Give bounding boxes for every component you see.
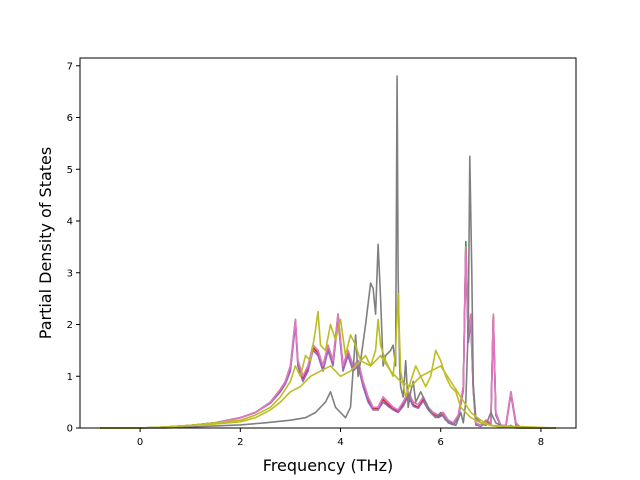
y-tick-label-2: 2 — [67, 320, 73, 331]
plot-frame — [79, 57, 577, 429]
series-line-6 — [100, 354, 557, 429]
series-line-5 — [100, 292, 556, 429]
y-tick-label-1: 1 — [67, 372, 73, 383]
y-tick-label-4: 4 — [67, 217, 73, 228]
y-tick-label-0: 0 — [67, 424, 73, 435]
series-layer — [100, 75, 557, 429]
x-tick-label-3: 6 — [438, 437, 444, 448]
y-tick-label-7: 7 — [67, 61, 73, 72]
x-axis: 0 2 4 6 8 — [137, 428, 544, 448]
y-axis: 0 1 2 3 4 5 6 7 — [67, 61, 80, 435]
y-tick-label-6: 6 — [67, 113, 73, 124]
x-tick-label-0: 0 — [137, 437, 143, 448]
x-tick-label-1: 2 — [237, 437, 243, 448]
y-axis-label: Partial Density of States — [36, 147, 55, 339]
series-line-4 — [100, 75, 556, 429]
y-tick-label-5: 5 — [67, 165, 73, 176]
y-tick-label-3: 3 — [67, 268, 73, 279]
x-tick-label-2: 4 — [337, 437, 343, 448]
x-tick-label-4: 8 — [538, 437, 544, 448]
x-axis-label: Frequency (THz) — [263, 456, 393, 475]
